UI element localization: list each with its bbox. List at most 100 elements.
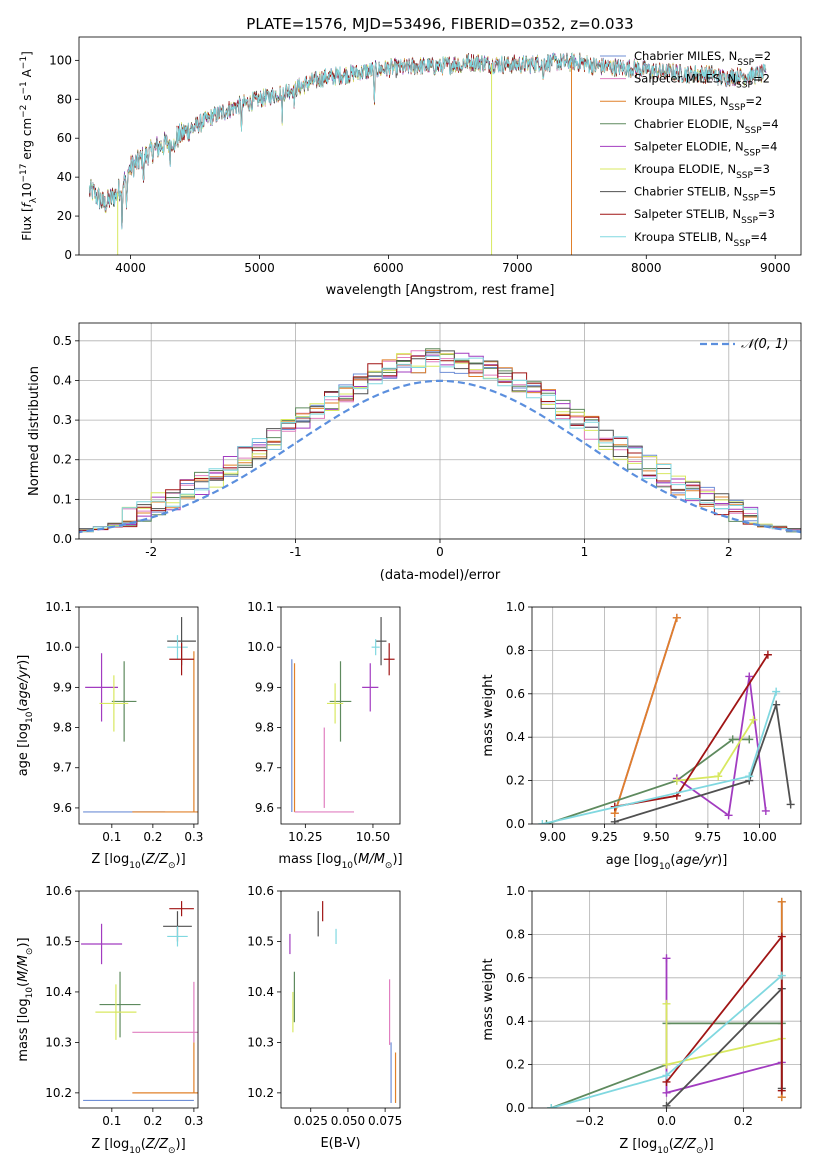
weight-marker	[772, 700, 781, 709]
x-tick-label: -1	[290, 545, 302, 559]
x-axis-label: (data-model)/error	[380, 568, 501, 583]
y-tick-label: 0.5	[53, 334, 72, 348]
weight-marker	[728, 735, 737, 744]
weight-marker	[777, 1086, 786, 1095]
y-tick-label: 1.0	[506, 884, 525, 898]
panel-spectrum: 4000 5000 6000 7000 8000 9000 0 20 40 60 80 100 wave…	[19, 36, 802, 298]
axes-frame	[78, 322, 802, 540]
weight-marker	[714, 772, 723, 781]
weight-line	[614, 654, 769, 808]
weight-line	[665, 1003, 782, 1066]
y-tick-label: 0.8	[506, 643, 525, 657]
x-tick-label: 0.025	[294, 1114, 328, 1128]
x-tick-label: 0.2	[143, 830, 162, 844]
x-tick-label: 5000	[244, 261, 275, 275]
axes-frame	[78, 36, 802, 256]
y-axis-label: mass weight	[481, 958, 496, 1040]
x-axis-label: wavelength [Angstrom, rest frame]	[326, 283, 555, 298]
x-tick-label: 2	[725, 545, 733, 559]
y-tick-label: 80	[57, 92, 72, 106]
y-tick-label: 0.8	[506, 927, 525, 941]
y-tick-label: 9.9	[53, 680, 72, 694]
x-tick-label: 9000	[760, 261, 791, 275]
x-tick-label: 0.050	[331, 1114, 365, 1128]
y-tick-label: 10.0	[247, 640, 274, 654]
figure-title: PLATE=1576, MJD=53496, FIBERID=0352, z=0…	[246, 15, 633, 33]
spectrum-line	[88, 51, 766, 230]
y-tick-label: 1.0	[506, 600, 525, 614]
panel-age-vs-Z: 0.1 0.2 0.3 9.6 9.7 9.8 9.9 10.0 10.1 Z [log10(Z/…	[16, 600, 203, 871]
panel-weight-vs-age: 9.00 9.25 9.50 9.75 10.00 0.0 0.2 0.4 0.6 0.8 1.0 m…	[481, 600, 802, 872]
weight-line	[676, 676, 767, 817]
y-tick-label: 0.0	[53, 532, 72, 546]
y-tick-label: 9.8	[255, 721, 274, 735]
y-tick-label: 10.0	[45, 640, 72, 654]
gaussian-curve	[79, 379, 801, 534]
y-tick-label: 10.4	[247, 985, 274, 999]
x-tick-label: -2	[145, 545, 157, 559]
y-tick-label: 0.3	[53, 413, 72, 427]
weight-marker	[763, 650, 772, 659]
y-tick-label: 0.6	[506, 687, 525, 701]
y-tick-label: 10.6	[45, 884, 72, 898]
weight-marker	[745, 772, 754, 781]
weight-line	[614, 704, 792, 823]
weight-marker	[745, 672, 754, 681]
legend-entry: Kroupa STELIB, NSSP=4	[634, 230, 767, 249]
weight-marker	[662, 954, 671, 963]
legend-entry: Salpeter MILES, NSSP=2	[634, 72, 770, 91]
x-axis-label: mass [log10(M/M⊙)]	[278, 852, 402, 871]
axes-frame	[531, 606, 802, 825]
x-tick-label: 0.0	[657, 1114, 676, 1128]
legend-entry: Chabrier STELIB, NSSP=5	[634, 185, 776, 204]
plot-area	[79, 323, 801, 539]
weight-marker	[538, 820, 547, 824]
weight-marker	[777, 971, 786, 980]
weight-line	[613, 617, 678, 814]
axes-frame	[280, 606, 401, 825]
y-tick-label: 9.6	[255, 801, 274, 815]
histogram-kroupa-stelib	[79, 355, 801, 535]
x-axis-label: Z [log10(Z/Z⊙)]	[619, 1137, 713, 1156]
y-tick-label: 60	[57, 131, 72, 145]
x-axis-label: Z [log10(Z/Z⊙)]	[91, 852, 185, 871]
y-tick-label: 10.6	[247, 884, 274, 898]
weight-marker	[662, 999, 671, 1008]
weight-marker	[777, 897, 786, 906]
y-tick-label: 9.9	[255, 680, 274, 694]
y-axis-label: mass weight	[481, 674, 496, 756]
y-tick-label: 0.1	[53, 492, 72, 506]
plot-area	[291, 617, 395, 813]
x-axis-label: Z [log10(Z/Z⊙)]	[91, 1137, 185, 1156]
y-axis-label: Flux [fλ10−17 erg cm−2 s−1 A−1]	[19, 51, 39, 241]
y-tick-label: 9.6	[53, 801, 72, 815]
plot-area	[83, 617, 198, 813]
x-tick-label: 10.00	[742, 830, 776, 844]
y-axis-label: mass [log10(M/M⊙)]	[16, 937, 35, 1061]
weight-marker	[777, 932, 786, 941]
weight-marker	[662, 1060, 671, 1069]
weight-marker	[547, 1104, 556, 1108]
x-tick-label: 7000	[502, 261, 533, 275]
y-tick-label: 100	[49, 53, 72, 67]
y-tick-label: 0.6	[506, 971, 525, 985]
weight-marker	[662, 1088, 671, 1097]
x-tick-label: 1	[581, 545, 589, 559]
axes-frame	[78, 890, 199, 1109]
y-tick-label: 0.4	[506, 730, 525, 744]
y-tick-label: 20	[57, 209, 72, 223]
weight-marker	[542, 820, 551, 824]
x-tick-label: 0.3	[184, 1114, 203, 1128]
spectrum-legend: Chabrier MILES, NSSP=2 Salpeter MILES, NS…	[600, 49, 779, 249]
weight-marker	[662, 1071, 671, 1080]
legend-entry: Chabrier ELODIE, NSSP=4	[634, 117, 779, 136]
x-axis-label: age [log10(age/yr)]	[606, 853, 728, 872]
y-tick-label: 10.2	[45, 1086, 72, 1100]
y-tick-label: 10.1	[247, 600, 274, 614]
y-tick-label: 0.2	[53, 453, 72, 467]
plot-area	[532, 607, 801, 824]
weight-marker	[786, 800, 795, 809]
weight-marker	[724, 811, 733, 820]
y-axis-label: age [log10(age/yr)]	[16, 655, 35, 777]
y-tick-label: 9.8	[53, 721, 72, 735]
